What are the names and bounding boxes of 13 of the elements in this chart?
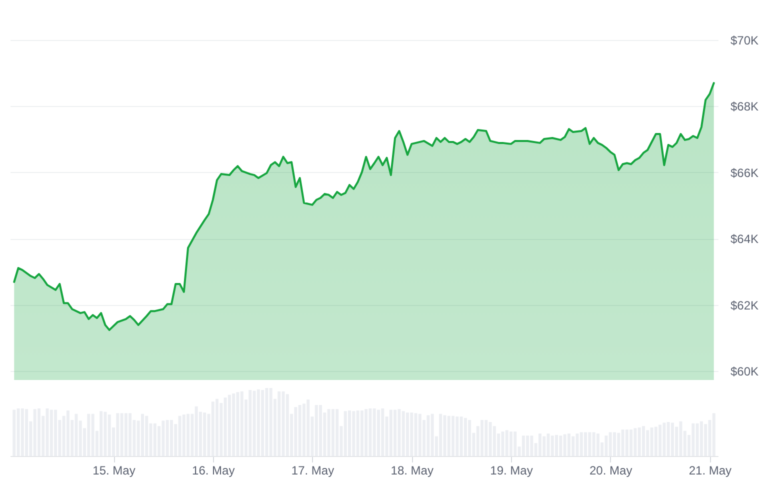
y-tick-label: $60K [730, 364, 759, 378]
y-tick-label: $64K [730, 232, 759, 246]
x-tick-label: 18. May [390, 464, 434, 478]
y-tick-label: $68K [730, 100, 759, 114]
x-tick-label: 16. May [192, 464, 235, 478]
x-tick-label: 21. May [688, 464, 732, 478]
y-tick-label: $66K [730, 166, 759, 180]
y-tick-label: $70K [730, 34, 759, 48]
x-tick-label: 19. May [490, 464, 533, 478]
x-tick-label: 15. May [92, 464, 136, 478]
x-tick-label: 17. May [291, 464, 334, 478]
y-tick-label: $62K [730, 298, 759, 312]
x-tick-label: 20. May [590, 464, 632, 478]
